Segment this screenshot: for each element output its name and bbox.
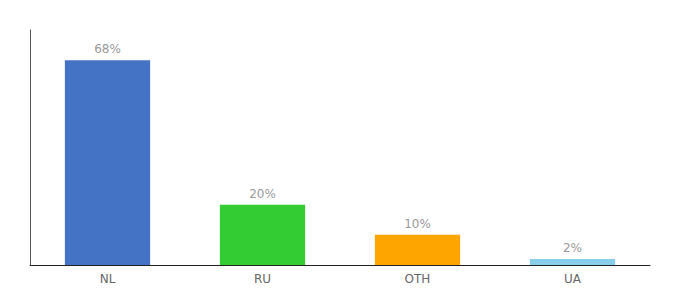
svg-text:68%: 68%	[94, 42, 121, 56]
svg-text:UA: UA	[564, 272, 582, 286]
svg-text:10%: 10%	[404, 217, 431, 231]
svg-text:RU: RU	[254, 272, 271, 286]
svg-text:OTH: OTH	[405, 272, 431, 286]
svg-text:2%: 2%	[563, 241, 582, 255]
svg-text:20%: 20%	[249, 187, 276, 201]
svg-text:NL: NL	[100, 272, 116, 286]
